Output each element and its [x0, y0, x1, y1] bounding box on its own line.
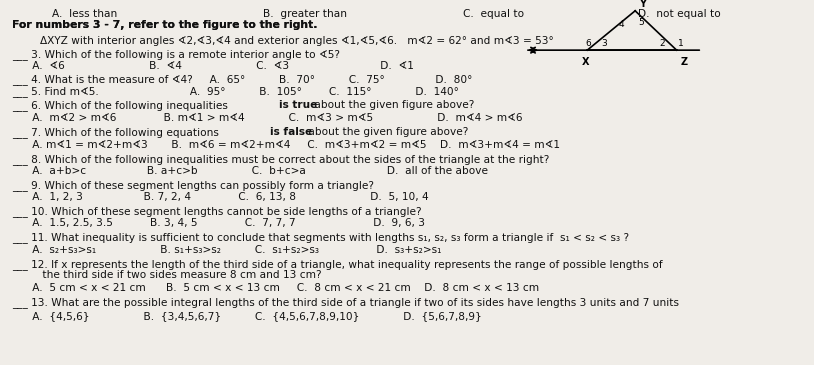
Text: ___ 10. Which of these segment lengths cannot be side lengths of a triangle?: ___ 10. Which of these segment lengths c…	[12, 206, 422, 217]
Text: the third side if two sides measure 8 cm and 13 cm?: the third side if two sides measure 8 cm…	[12, 270, 322, 280]
Text: 6: 6	[585, 39, 591, 48]
Text: ___ 11. What inequality is sufficient to conclude that segments with lengths s₁,: ___ 11. What inequality is sufficient to…	[12, 233, 629, 243]
Text: C.  equal to: C. equal to	[463, 9, 524, 19]
Text: 5: 5	[638, 18, 644, 27]
Text: ___ 3. Which of the following is a remote interior angle to ∢5?: ___ 3. Which of the following is a remot…	[12, 49, 340, 60]
Text: is false: is false	[269, 127, 312, 137]
Text: Z: Z	[681, 57, 688, 67]
Text: ___ 12. If x represents the length of the third side of a triangle, what inequal: ___ 12. If x represents the length of th…	[12, 259, 663, 270]
Text: 3: 3	[602, 39, 607, 48]
Text: A.  less than: A. less than	[52, 9, 117, 19]
Text: 1: 1	[678, 39, 684, 48]
Text: ___ 5. Find m∢5.                           A.  95°          B.  105°        C.  : ___ 5. Find m∢5. A. 95° B. 105° C.	[12, 86, 459, 97]
Text: B.  greater than: B. greater than	[264, 9, 348, 19]
Text: D.  not equal to: D. not equal to	[638, 9, 721, 19]
Text: A. m∢1 = m∢2+m∢3       B.  m∢6 = m∢2+m∢4     C.  m∢3+m∢2 = m∢5    D.  m∢3+m∢4 = : A. m∢1 = m∢2+m∢3 B. m∢6 = m∢2+m∢4 C. m∢3…	[12, 140, 560, 150]
Text: ___ 9. Which of these segment lengths can possibly form a triangle?: ___ 9. Which of these segment lengths ca…	[12, 180, 374, 191]
Text: A.  a+b>c                  B. a+c>b                C.  b+c>a                    : A. a+b>c B. a+c>b C. b+c>a	[12, 166, 488, 176]
Text: A.  {4,5,6}                B.  {3,4,5,6,7}          C.  {4,5,6,7,8,9,10}        : A. {4,5,6} B. {3,4,5,6,7} C. {4,5,6,7,8,…	[12, 311, 482, 321]
Text: is true: is true	[279, 100, 317, 110]
Text: ___ 8. Which of the following inequalities must be correct about the sides of th: ___ 8. Which of the following inequaliti…	[12, 154, 549, 165]
Text: A.  ∢6                         B.  ∢4                      C.  ∢3               : A. ∢6 B. ∢4 C. ∢3	[12, 61, 414, 71]
Text: 4: 4	[619, 20, 624, 29]
Text: ___ 13. What are the possible integral lengths of the third side of a triangle i: ___ 13. What are the possible integral l…	[12, 297, 679, 308]
Text: For numbers 3 - 7, refer to the figure to the right.: For numbers 3 - 7, refer to the figure t…	[12, 20, 317, 30]
Text: ___ 6. Which of the following inequalities: ___ 6. Which of the following inequaliti…	[12, 100, 231, 111]
Text: Y: Y	[639, 0, 646, 9]
Text: A.  m∢2 > m∢6              B. m∢1 > m∢4             C.  m∢3 > m∢5               : A. m∢2 > m∢6 B. m∢1 > m∢4 C. m∢3 > m∢5	[12, 113, 523, 123]
Text: A.  1, 2, 3                  B. 7, 2, 4              C.  6, 13, 8               : A. 1, 2, 3 B. 7, 2, 4 C. 6, 13, 8	[12, 192, 429, 202]
Text: ΔXYZ with interior angles ∢2,∢3,∢4 and exterior angles ∢1,∢5,∢6.   m∢2 = 62° and: ΔXYZ with interior angles ∢2,∢3,∢4 and e…	[40, 36, 554, 46]
Text: For numbers 3 - 7, refer to the figure to the right.: For numbers 3 - 7, refer to the figure t…	[12, 20, 317, 30]
Text: ___ 4. What is the measure of ∢4?     A.  65°          B.  70°          C.  75° : ___ 4. What is the measure of ∢4? A. 65°…	[12, 74, 472, 85]
Text: X: X	[582, 57, 589, 67]
Text: A.  s₂+s₃>s₁                   B. s₁+s₃>s₂          C.  s₁+s₂>s₃                : A. s₂+s₃>s₁ B. s₁+s₃>s₂ C. s₁+s₂>s₃	[12, 245, 441, 255]
Text: 2: 2	[660, 39, 666, 48]
Text: ___ 7. Which of the following equations: ___ 7. Which of the following equations	[12, 127, 222, 138]
Text: A.  5 cm < x < 21 cm      B.  5 cm < x < 13 cm     C.  8 cm < x < 21 cm    D.  8: A. 5 cm < x < 21 cm B. 5 cm < x < 13 cm …	[12, 283, 539, 293]
Text: A.  1.5, 2.5, 3.5           B. 3, 4, 5              C.  7, 7, 7                 : A. 1.5, 2.5, 3.5 B. 3, 4, 5 C. 7, 7, 7	[12, 218, 425, 228]
Text: about the given figure above?: about the given figure above?	[311, 100, 475, 110]
Text: about the given figure above?: about the given figure above?	[305, 127, 468, 137]
